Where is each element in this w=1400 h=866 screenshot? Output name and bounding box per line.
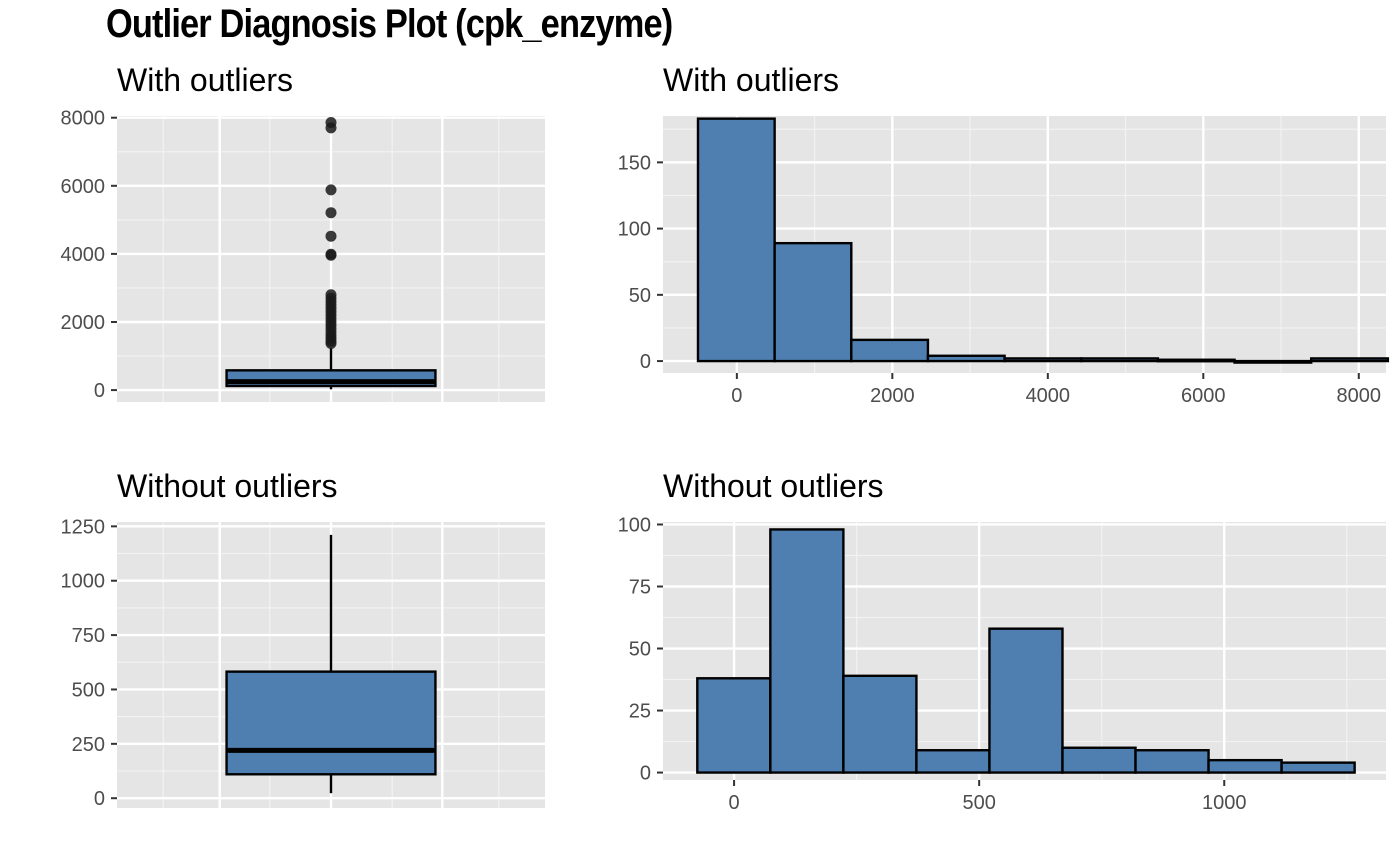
hist-without-y-tick-label: 0 (640, 763, 651, 785)
hist-with-group: 0 50 100 150 0 2000 4000 6000 8000 (618, 116, 1390, 407)
box-without-y-tick-label: 500 (72, 679, 105, 701)
hist-with-x-tick-label: 6000 (1181, 385, 1226, 407)
hist-with-y-tick-label: 0 (640, 351, 651, 373)
hist-without-bar (696, 677, 772, 774)
box-without-y-tick-label: 1000 (61, 571, 106, 593)
hist-without-bar (915, 749, 991, 774)
hist-without-y-tick-label: 25 (629, 701, 651, 723)
hist-with-bar (1080, 357, 1160, 363)
hist-with-bar (926, 354, 1006, 363)
hist-without-x-tick-label: 0 (729, 792, 740, 814)
hist-with-x-tick-label: 0 (731, 385, 742, 407)
hist-with-x-tick-label: 4000 (1026, 385, 1071, 407)
hist-without-bar (988, 627, 1064, 774)
box-with-outlier-point (325, 248, 337, 260)
hist-without-bar (842, 674, 918, 774)
box-with-outlier-point (325, 207, 337, 219)
box-without-group: 0 250 500 750 1000 1250 (61, 516, 545, 810)
box-without-y-tick-label: 0 (94, 788, 105, 810)
hist-without-bar (1280, 761, 1356, 774)
box-with-y-tick-label: 4000 (61, 244, 106, 266)
box-with-outlier-point (325, 230, 337, 242)
box-with-outlier-point (325, 184, 337, 196)
hist-with-bar (1156, 358, 1236, 363)
page-title: Outlier Diagnosis Plot (cpk_enzyme) (106, 2, 673, 46)
hist-without-bar (1061, 746, 1137, 774)
hist-with-bar (1003, 357, 1083, 363)
box-without-box (225, 670, 437, 776)
box-without-y-tick-label: 1250 (61, 516, 106, 538)
hist-with-bar (850, 338, 930, 363)
box-with-y-tick-label: 0 (94, 380, 105, 402)
hist-with-bar (1310, 357, 1390, 363)
box-with-group: 0 2000 4000 6000 8000 (61, 108, 545, 402)
hist-without-bar (1134, 749, 1210, 774)
box-with-y-tick-label: 2000 (61, 312, 106, 334)
panel-title-boxplot-without-outliers: Without outliers (117, 468, 338, 504)
hist-with-bar (696, 117, 776, 363)
panel-title-histogram-with-outliers: With outliers (663, 62, 840, 98)
hist-with-bar (773, 241, 853, 363)
box-with-outlier-point (325, 289, 337, 301)
box-with-y-tick-label: 8000 (61, 108, 106, 130)
hist-with-bar (1233, 359, 1313, 364)
box-with-outlier-point (325, 116, 337, 128)
panel-title-histogram-without-outliers: Without outliers (663, 468, 884, 504)
hist-with-x-tick-label: 2000 (870, 385, 915, 407)
hist-with-x-tick-label: 8000 (1337, 385, 1382, 407)
hist-without-x-tick-label: 1000 (1202, 792, 1247, 814)
hist-without-y-tick-label: 75 (629, 577, 651, 599)
panel-title-boxplot-with-outliers: With outliers (117, 62, 294, 98)
hist-without-bar (1207, 758, 1283, 774)
hist-without-x-tick-label: 500 (962, 792, 995, 814)
hist-with-y-tick-label: 100 (618, 219, 651, 241)
hist-with-y-tick-label: 150 (618, 152, 651, 174)
box-with-y-tick-label: 6000 (61, 176, 106, 198)
hist-with-y-tick-label: 50 (629, 285, 651, 307)
hist-without-y-tick-label: 100 (618, 514, 651, 536)
box-without-y-tick-label: 250 (72, 734, 105, 756)
hist-without-y-tick-label: 50 (629, 639, 651, 661)
hist-without-bar (769, 528, 845, 774)
box-without-y-tick-label: 750 (72, 625, 105, 647)
